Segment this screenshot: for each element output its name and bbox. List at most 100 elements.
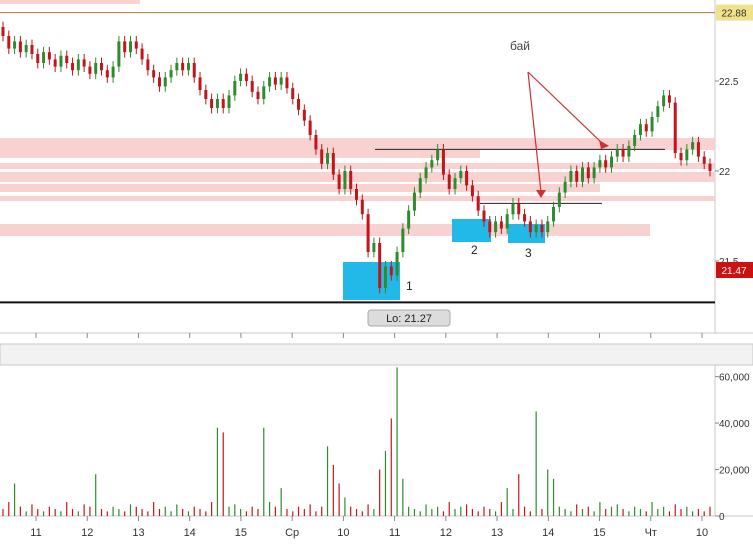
candle-body bbox=[71, 63, 75, 71]
candle bbox=[82, 54, 86, 72]
candle-body bbox=[256, 91, 260, 99]
candle bbox=[644, 118, 648, 137]
candle-body bbox=[540, 225, 544, 233]
candle-body bbox=[528, 221, 532, 233]
candle-body bbox=[662, 95, 666, 107]
candle-body bbox=[447, 174, 451, 189]
annotation-3: 3 bbox=[525, 246, 532, 260]
candle-body bbox=[186, 63, 190, 71]
candle-body bbox=[47, 52, 51, 60]
x-tick-label: 14 bbox=[184, 527, 196, 539]
candle bbox=[673, 97, 677, 159]
candle-body bbox=[389, 266, 393, 276]
candle bbox=[528, 216, 532, 238]
volume-tick-label: 40,000 bbox=[719, 419, 750, 430]
candle-body bbox=[407, 210, 411, 229]
candle-body bbox=[424, 167, 428, 179]
candle-body bbox=[633, 135, 637, 146]
candle-body bbox=[621, 149, 625, 157]
candle bbox=[656, 100, 660, 123]
candle-body bbox=[18, 41, 22, 53]
candle bbox=[401, 223, 405, 258]
candle-body bbox=[123, 41, 127, 53]
candle-body bbox=[638, 124, 642, 135]
candle-body bbox=[117, 41, 121, 67]
candle bbox=[638, 118, 642, 141]
candle-body bbox=[401, 228, 405, 252]
candle bbox=[540, 219, 544, 238]
candle-body bbox=[499, 221, 503, 229]
x-tick-label: 11 bbox=[30, 527, 41, 539]
candle bbox=[320, 144, 324, 170]
candle bbox=[331, 147, 335, 180]
candle-body bbox=[198, 77, 202, 90]
candle bbox=[685, 144, 689, 166]
candle bbox=[157, 72, 161, 92]
candle-body bbox=[76, 59, 80, 71]
volume-profile-band bbox=[0, 138, 715, 150]
candle bbox=[302, 104, 306, 126]
candle-body bbox=[569, 171, 573, 182]
candle bbox=[465, 165, 469, 191]
candle-body bbox=[708, 163, 712, 171]
candle bbox=[140, 43, 144, 65]
candle-body bbox=[476, 196, 480, 211]
candle bbox=[407, 205, 411, 234]
candle bbox=[47, 46, 51, 65]
annotation-1: 1 bbox=[406, 279, 413, 293]
candle-body bbox=[644, 124, 648, 132]
candle bbox=[378, 237, 382, 294]
candle bbox=[581, 162, 585, 188]
candle-body bbox=[360, 199, 364, 215]
y-tick-label: 22.5 bbox=[719, 77, 739, 88]
candle-body bbox=[169, 70, 173, 78]
candle-body bbox=[314, 135, 318, 150]
level-label: 22.88 bbox=[721, 9, 746, 20]
candle bbox=[181, 57, 185, 76]
candle bbox=[494, 216, 498, 238]
low-label: Lo: 21.27 bbox=[386, 313, 432, 325]
volume-profile-band bbox=[0, 150, 480, 158]
candle bbox=[360, 194, 364, 220]
candle-body bbox=[441, 149, 445, 175]
candle bbox=[569, 165, 573, 188]
candle-body bbox=[1, 27, 5, 36]
candle-body bbox=[175, 63, 179, 71]
candle bbox=[476, 190, 480, 216]
candle-body bbox=[146, 59, 150, 71]
candle-body bbox=[523, 214, 527, 222]
candle-body bbox=[650, 117, 654, 132]
candle bbox=[273, 72, 277, 90]
candle bbox=[111, 61, 115, 83]
candle-body bbox=[268, 77, 272, 87]
candle bbox=[268, 72, 272, 92]
candle-body bbox=[627, 145, 631, 157]
candle-body bbox=[331, 153, 335, 175]
candle bbox=[679, 147, 683, 166]
candle-body bbox=[244, 73, 248, 81]
candle bbox=[592, 162, 596, 184]
candle-body bbox=[36, 54, 40, 63]
volume-tick-label: 0 bbox=[719, 512, 725, 523]
level-label-box bbox=[716, 4, 753, 21]
candle-body bbox=[592, 167, 596, 179]
candle bbox=[65, 50, 69, 69]
last-price-label: 21.47 bbox=[721, 266, 746, 277]
candle-body bbox=[685, 149, 689, 161]
candle-body bbox=[517, 203, 521, 215]
candle-body bbox=[378, 243, 382, 288]
x-tick-label: 11 bbox=[389, 527, 400, 539]
candle bbox=[88, 61, 92, 80]
candle-body bbox=[157, 77, 161, 87]
candle-body bbox=[511, 203, 515, 215]
candle bbox=[441, 144, 445, 180]
candle bbox=[366, 208, 370, 258]
candle-body bbox=[210, 99, 214, 108]
candle bbox=[71, 57, 75, 76]
candle-body bbox=[13, 41, 17, 49]
candle bbox=[372, 237, 376, 258]
candle-body bbox=[105, 70, 109, 78]
candle bbox=[42, 46, 46, 69]
